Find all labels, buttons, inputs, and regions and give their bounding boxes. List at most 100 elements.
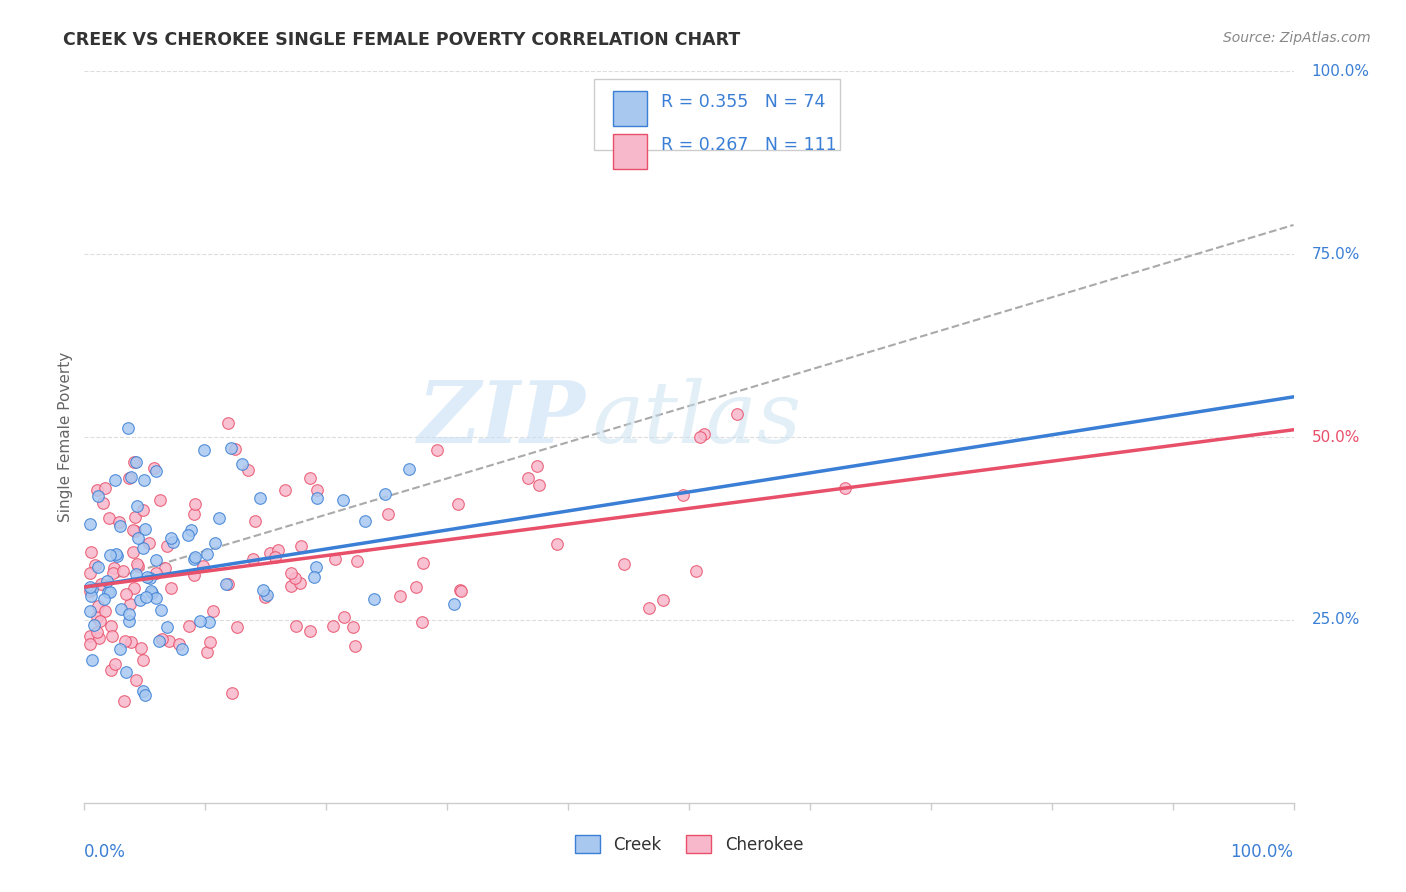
Point: [101, 566, 124, 580]
Point: [299, 471, 322, 485]
Point: [834, 481, 856, 495]
Point: [103, 560, 125, 574]
Point: [94, 481, 117, 495]
Point: [87, 489, 110, 503]
Point: [267, 543, 290, 558]
Point: [108, 519, 131, 533]
Point: [80, 590, 103, 604]
Point: [195, 547, 218, 561]
Point: [188, 614, 211, 628]
Point: [191, 558, 214, 573]
Point: [197, 615, 219, 630]
Point: [689, 430, 711, 444]
Point: [111, 564, 134, 578]
Point: [145, 553, 167, 567]
Point: [125, 455, 148, 469]
Text: R = 0.355   N = 74: R = 0.355 N = 74: [661, 93, 825, 111]
Point: [672, 487, 695, 501]
Point: [283, 570, 305, 584]
Point: [134, 688, 156, 702]
Point: [141, 584, 163, 599]
Point: [125, 566, 148, 581]
Point: [405, 580, 427, 594]
Point: [98, 585, 121, 599]
Point: [652, 593, 675, 607]
Point: [118, 614, 141, 628]
Point: [125, 673, 148, 687]
Point: [238, 462, 260, 476]
Point: [94, 605, 117, 619]
Point: [132, 473, 155, 487]
Point: [377, 507, 399, 521]
Point: [79, 637, 101, 651]
Point: [177, 619, 200, 633]
Point: [79, 604, 101, 618]
Point: [226, 620, 249, 634]
Point: [136, 570, 159, 584]
Point: [150, 632, 173, 647]
Point: [252, 582, 274, 597]
Point: [180, 524, 202, 538]
Point: [221, 686, 243, 700]
Point: [450, 584, 472, 599]
Point: [110, 601, 132, 615]
Point: [129, 592, 152, 607]
Point: [127, 531, 149, 545]
Point: [114, 634, 136, 648]
Point: [217, 416, 239, 430]
Point: [118, 471, 141, 485]
Point: [145, 566, 167, 581]
Point: [363, 591, 385, 606]
Point: [118, 607, 141, 621]
Point: [332, 609, 354, 624]
Text: atlas: atlas: [592, 377, 801, 460]
Point: [167, 637, 190, 651]
Point: [124, 509, 146, 524]
Point: [218, 576, 240, 591]
Point: [290, 539, 312, 553]
Point: [124, 524, 146, 538]
FancyBboxPatch shape: [613, 91, 647, 127]
Point: [80, 582, 103, 596]
Point: [122, 523, 145, 537]
Point: [183, 567, 205, 582]
Point: [104, 473, 127, 487]
Point: [274, 483, 297, 497]
Point: [79, 629, 101, 643]
Point: [80, 545, 103, 559]
Point: [103, 657, 125, 671]
Point: [242, 552, 264, 566]
Y-axis label: Single Female Poverty: Single Female Poverty: [58, 352, 73, 522]
Point: [138, 536, 160, 550]
Point: [131, 684, 153, 698]
Point: [120, 597, 142, 611]
Point: [529, 478, 551, 492]
Point: [412, 556, 434, 570]
Text: R = 0.267   N = 111: R = 0.267 N = 111: [661, 136, 837, 154]
Point: [79, 566, 101, 580]
Point: [280, 578, 302, 592]
Point: [149, 492, 172, 507]
Point: [256, 588, 278, 602]
Text: 75.0%: 75.0%: [1312, 247, 1360, 261]
Point: [138, 571, 160, 585]
Point: [80, 653, 103, 667]
Point: [288, 575, 311, 590]
Point: [184, 550, 207, 565]
Point: [305, 483, 328, 497]
Point: [411, 615, 433, 629]
Point: [177, 528, 200, 542]
Point: [100, 663, 122, 677]
Point: [447, 497, 470, 511]
Point: [170, 642, 193, 657]
Point: [153, 561, 176, 575]
Point: [120, 634, 142, 648]
Point: [148, 633, 170, 648]
Point: [685, 564, 707, 578]
Point: [96, 574, 118, 588]
Point: [97, 585, 120, 599]
Point: [224, 442, 246, 456]
Point: [108, 515, 131, 529]
Point: [132, 503, 155, 517]
Point: [121, 544, 143, 558]
